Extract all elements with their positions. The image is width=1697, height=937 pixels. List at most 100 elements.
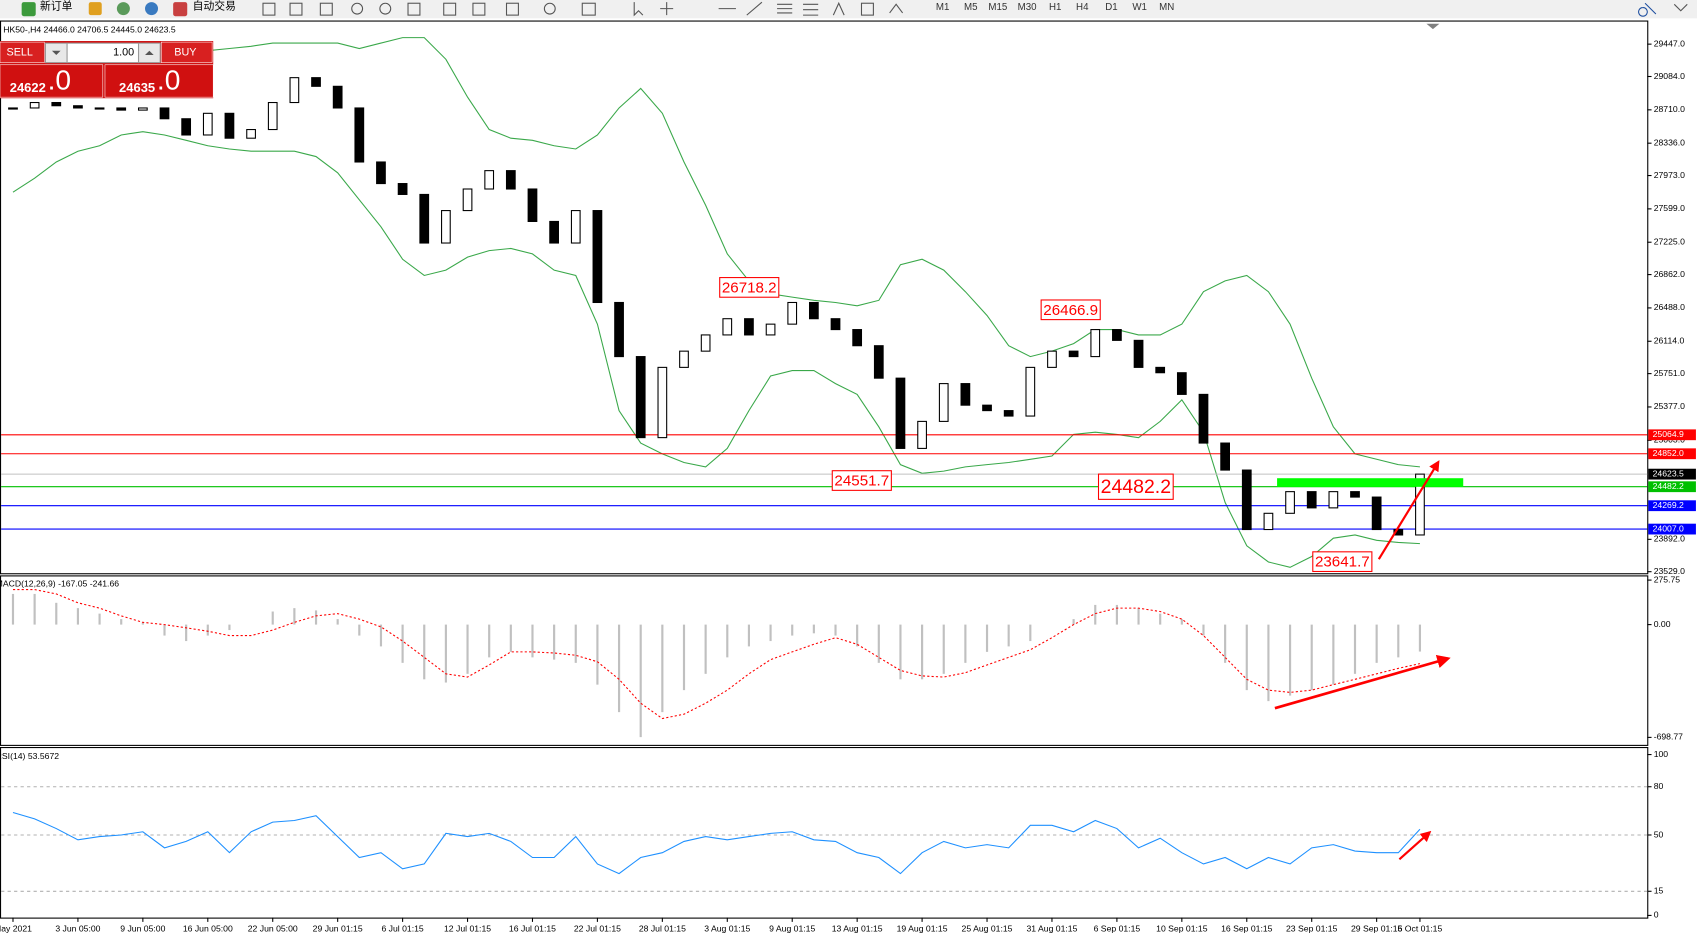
timeframe-button[interactable]: M30	[1018, 2, 1038, 13]
timeframe-button[interactable]: W1	[1132, 2, 1147, 13]
tool-icon[interactable]	[889, 3, 904, 14]
toolbar-icon[interactable]	[88, 2, 102, 16]
candle	[873, 345, 884, 379]
tool-icon[interactable]	[832, 1, 845, 16]
candle	[657, 366, 668, 439]
toolbar-icon[interactable]	[116, 2, 130, 16]
candle	[635, 356, 646, 439]
tool-icon[interactable]	[660, 2, 674, 16]
timeframe-button[interactable]: M15	[988, 2, 1007, 13]
tool-icon[interactable]	[543, 2, 556, 15]
x-tick-label: 22 Jul 01:15	[574, 924, 621, 934]
tool-icon[interactable]	[472, 2, 486, 16]
candle	[1025, 366, 1036, 417]
time-axis: May 2021 3 Jun 05:00 9 Jun 05:00 16 Jun 05:…	[0, 917, 1442, 934]
timeframe-button[interactable]: M5	[964, 2, 978, 13]
timeframe-button[interactable]: MN	[1159, 2, 1174, 13]
x-tick-label: 6 Sep 01:15	[1094, 924, 1141, 934]
tool-icon[interactable]	[351, 2, 364, 15]
main-panel-frame	[0, 20, 1649, 575]
price-tag-label: 24623.5	[1653, 468, 1684, 478]
y-tick-label: 0	[1654, 910, 1659, 920]
tool-icon[interactable]	[379, 2, 392, 15]
sell-price-box[interactable]	[0, 64, 104, 98]
tool-icon[interactable]	[289, 2, 303, 16]
volume-value[interactable]: 1.00	[113, 47, 134, 59]
candle	[527, 188, 538, 222]
toolbar-bg	[0, 0, 1697, 19]
menu-icon[interactable]	[1673, 3, 1688, 12]
tool-icon[interactable]	[407, 2, 421, 16]
price-annotation: 26718.2	[722, 279, 777, 296]
x-tick-label: 31 Aug 01:15	[1027, 924, 1078, 934]
rsi-arrow	[1398, 830, 1432, 861]
timeframe-button[interactable]: M1	[936, 2, 950, 13]
tool-icon[interactable]	[262, 2, 276, 16]
tool-icon[interactable]	[860, 2, 874, 16]
toolbar-icon[interactable]	[145, 2, 159, 16]
x-tick-label: 16 Jul 01:15	[509, 924, 556, 934]
bollinger-band	[12, 131, 1420, 568]
y-tick-label: 29447.0	[1654, 38, 1685, 48]
new-order-button[interactable]: 新订单	[40, 0, 73, 12]
candle	[354, 107, 365, 163]
x-tick-label: 9 Jun 05:00	[120, 924, 165, 934]
candle	[938, 383, 949, 422]
new-order-icon[interactable]	[21, 2, 36, 17]
candle	[679, 350, 689, 368]
tool-icon[interactable]	[443, 2, 457, 16]
auto-trading-icon[interactable]	[173, 2, 188, 17]
tool-icon[interactable]	[505, 2, 519, 16]
search-icon[interactable]	[1638, 2, 1657, 17]
volume-up-icon	[145, 50, 154, 56]
candle	[1285, 491, 1295, 514]
candle	[397, 183, 408, 195]
buy-button[interactable]	[160, 41, 213, 63]
candle	[376, 161, 386, 185]
buy-price-box[interactable]	[104, 64, 214, 98]
sell-label[interactable]: SELL	[6, 47, 32, 59]
candle	[1263, 512, 1274, 531]
x-tick-label: 28 Jul 01:15	[639, 924, 686, 934]
price-tag-label: 24007.0	[1653, 523, 1684, 533]
sell-button[interactable]	[0, 41, 45, 63]
timeframe-button[interactable]: H1	[1049, 2, 1061, 13]
candle	[1068, 350, 1079, 358]
tool-icon[interactable]	[746, 1, 763, 16]
tool-icon[interactable]	[319, 2, 333, 16]
buy-label[interactable]: BUY	[174, 47, 196, 59]
tool-icon[interactable]	[803, 3, 819, 16]
candle	[549, 220, 559, 244]
candle	[1328, 491, 1339, 509]
y-tick-label: 26114.0	[1654, 336, 1685, 346]
candle	[1415, 473, 1425, 536]
x-tick-label: 25 Aug 01:15	[962, 924, 1013, 934]
rsi-header: RSI(14) 53.5672	[0, 751, 59, 761]
toolbar-tools	[262, 1, 904, 17]
x-tick-label: May 2021	[0, 924, 32, 934]
timeframe-button[interactable]: D1	[1105, 2, 1117, 13]
candle	[787, 301, 798, 325]
timeframe-button[interactable]: H4	[1076, 2, 1089, 13]
auto-trading-button[interactable]: 自动交易	[193, 0, 236, 12]
x-tick-label: 3 Aug 01:15	[704, 924, 750, 934]
rsi-panel-frame	[0, 747, 1649, 919]
candle	[289, 77, 300, 104]
y-tick-label: 25377.0	[1654, 401, 1685, 411]
candle	[808, 301, 819, 320]
price-tag-label: 25064.9	[1653, 429, 1684, 439]
x-tick-label: 29 Sep 01:15	[1351, 924, 1403, 934]
tool-icon[interactable]	[633, 2, 644, 17]
candle	[1198, 393, 1209, 444]
y-tick-label: 100	[1654, 749, 1669, 759]
candle	[1003, 410, 1014, 417]
candle	[332, 85, 343, 109]
bid-price: 24622	[10, 80, 46, 95]
price-annotation-box	[1040, 299, 1101, 321]
tool-icon[interactable]	[581, 2, 596, 16]
y-tick-label: 275.75	[1654, 574, 1681, 584]
tool-icon[interactable]	[777, 3, 793, 14]
price-annotation-box	[1097, 473, 1174, 500]
y-tick-label: 26862.0	[1654, 269, 1685, 279]
